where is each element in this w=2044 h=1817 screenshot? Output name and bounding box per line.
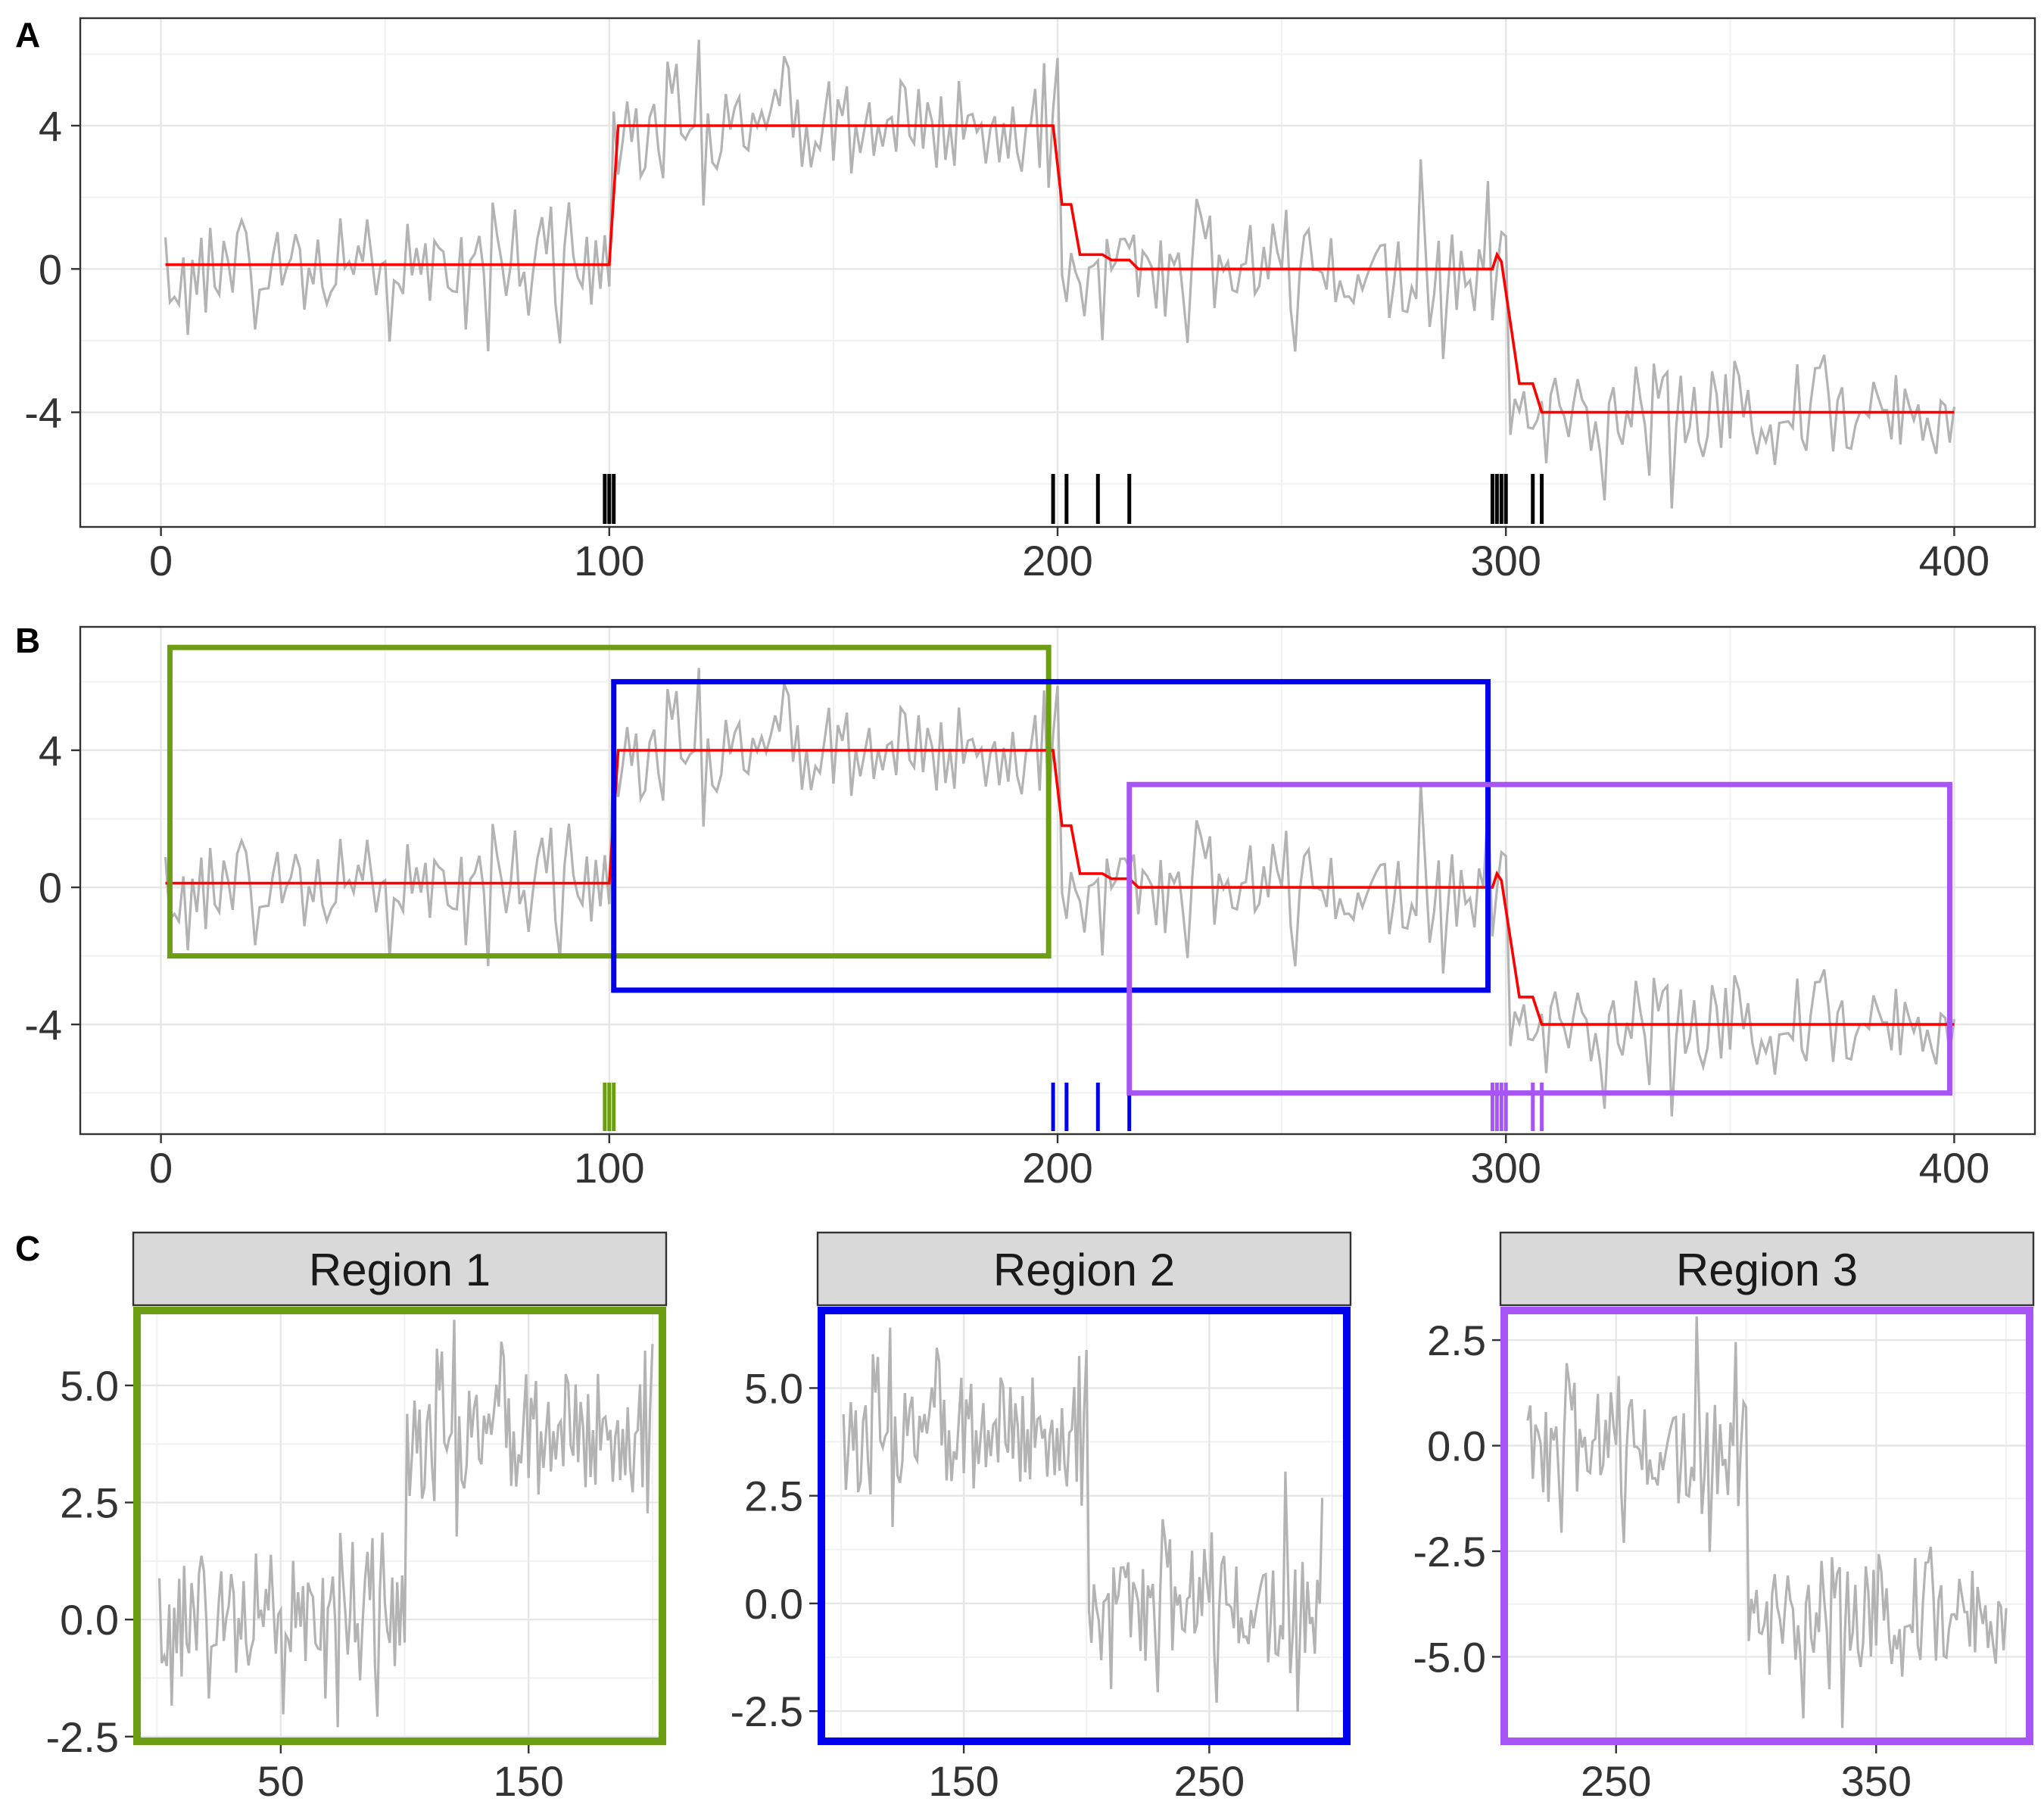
x-tick-label: 250 — [1174, 1757, 1245, 1805]
panel-b-observed-line — [164, 668, 1955, 1117]
panel-b-region-boxes — [167, 644, 1952, 1096]
y-tick-label: 5.0 — [744, 1364, 803, 1412]
y-tick-label: -2.5 — [731, 1688, 804, 1735]
y-tick-label: 2.5 — [744, 1473, 803, 1520]
region-2-border — [818, 1307, 1351, 1745]
region-1-border — [133, 1307, 666, 1745]
x-tick-label: 100 — [574, 1144, 644, 1192]
x-tick-label: 250 — [1581, 1757, 1651, 1805]
y-tick-label: 2.5 — [1427, 1317, 1486, 1364]
y-tick-label: 4 — [39, 727, 62, 774]
region-3-box — [1126, 781, 1952, 1096]
region-3-grid — [1504, 1311, 2030, 1741]
region-3-axes: 250 350 2.5 0.0 -2.5 -5.0 — [1413, 1317, 1912, 1805]
region-2-title: Region 2 — [993, 1245, 1175, 1295]
panel-b-label: B — [15, 621, 40, 660]
x-tick-label: 0 — [149, 537, 173, 584]
panel-a-changepoint-rug — [603, 474, 1544, 524]
y-tick-label: -4 — [24, 1001, 62, 1049]
y-tick-label: 0 — [39, 245, 62, 293]
plot-background — [821, 1311, 1347, 1741]
region-3-facet: Region 3 250 350 2.5 0.0 -2.5 -5.0 — [1413, 1231, 2035, 1805]
x-tick-label: 300 — [1470, 1144, 1541, 1192]
x-tick-label: 350 — [1841, 1757, 1912, 1805]
x-tick-label: 150 — [928, 1757, 999, 1805]
x-tick-label: 200 — [1022, 537, 1092, 584]
panel-a-fitted-line — [165, 124, 1955, 414]
panel-a-label: A — [15, 15, 40, 55]
x-tick-label: 200 — [1022, 1144, 1092, 1192]
region-1-box — [167, 644, 1052, 959]
y-tick-label: 2.5 — [60, 1479, 119, 1527]
region-1-title: Region 1 — [309, 1245, 491, 1295]
panel-b-fitted-line — [165, 749, 1955, 1026]
panel-a: A 0 100 200 300 400 4 0 -4 — [15, 15, 2036, 584]
region-2-strip — [816, 1231, 1352, 1307]
x-tick-label: 400 — [1919, 1144, 1989, 1192]
y-tick-label: 0.0 — [60, 1596, 119, 1644]
y-tick-label: 0.0 — [1427, 1423, 1486, 1470]
region-1-observed-line — [157, 1320, 654, 1728]
region-3-border — [1500, 1307, 2033, 1745]
region-2-observed-line — [842, 1327, 1324, 1712]
x-tick-label: 150 — [494, 1757, 564, 1805]
region-2-grid — [821, 1311, 1347, 1741]
x-tick-label: 100 — [574, 537, 644, 584]
region-3-observed-line — [1526, 1316, 2008, 1728]
y-tick-label: 4 — [39, 102, 62, 150]
region-2-axes: 150 250 5.0 2.5 0.0 -2.5 — [731, 1364, 1245, 1805]
y-tick-label: -2.5 — [46, 1713, 120, 1761]
plot-background — [1504, 1311, 2030, 1741]
region-1-facet: Region 1 50 150 5.0 2.5 0.0 -2.5 — [46, 1231, 668, 1805]
panel-c-label: C — [15, 1229, 40, 1268]
region-1-axes: 50 150 5.0 2.5 0.0 -2.5 — [46, 1362, 564, 1805]
x-tick-label: 300 — [1470, 537, 1541, 584]
region-2-facet: Region 2 150 250 5.0 2.5 0.0 -2.5 — [731, 1231, 1352, 1805]
y-tick-label: -2.5 — [1413, 1528, 1487, 1575]
x-tick-label: 400 — [1919, 537, 1989, 584]
plot-background — [137, 1311, 662, 1741]
x-tick-label: 50 — [257, 1757, 304, 1805]
x-tick-label: 0 — [149, 1144, 173, 1192]
region-2-box — [611, 678, 1491, 993]
region-1-grid — [137, 1311, 662, 1741]
y-tick-label: 0 — [39, 864, 62, 912]
y-tick-label: -5.0 — [1413, 1633, 1487, 1681]
y-tick-label: 0.0 — [744, 1580, 803, 1628]
panel-b: B 0 100 200 300 400 4 0 -4 — [15, 621, 2036, 1192]
panel-a-axes: 0 100 200 300 400 4 0 -4 — [24, 102, 1989, 584]
y-tick-label: -4 — [24, 389, 62, 437]
panel-a-observed-line — [164, 39, 1955, 509]
region-3-title: Region 3 — [1676, 1245, 1858, 1295]
panel-b-axes: 0 100 200 300 400 4 0 -4 — [24, 727, 1989, 1192]
region-1-strip — [132, 1231, 668, 1307]
region-3-strip — [1499, 1231, 2035, 1307]
panel-c: C Region 1 50 150 5.0 2.5 0.0 -2.5 Region 2 1… — [15, 1229, 2035, 1805]
y-tick-label: 5.0 — [60, 1362, 119, 1410]
